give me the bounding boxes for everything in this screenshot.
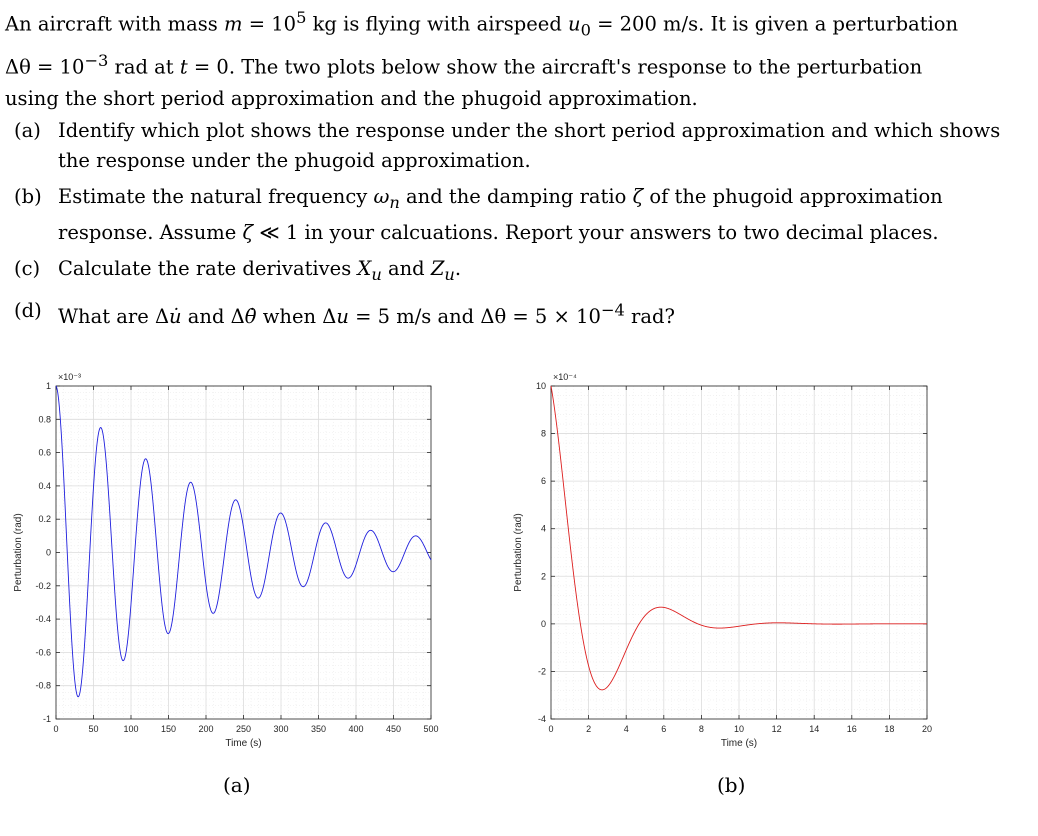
x-tick-label: 20 xyxy=(922,724,932,734)
axis-exponent-label: ×10⁻⁴ xyxy=(553,372,577,382)
x-tick-label: 400 xyxy=(348,724,363,734)
figure-a: 0 50 100 150 200 250 300 350 400 450 500 -1 -0.8 -0.6… xyxy=(0,362,450,762)
x-tick-label: 14 xyxy=(809,724,819,734)
x-tick-label: 450 xyxy=(386,724,401,734)
x-tick-label: 300 xyxy=(273,724,288,734)
y-tick-label: -4 xyxy=(538,714,546,724)
y-tick-label: -0.4 xyxy=(35,614,51,624)
x-tick-label: 10 xyxy=(734,724,744,734)
y-axis-label: Perturbation (rad) xyxy=(13,513,24,591)
y-tick-label: -0.8 xyxy=(35,681,51,691)
question-list: (a) Identify which plot shows the respon… xyxy=(14,116,1028,338)
x-tick-label: 350 xyxy=(311,724,326,734)
y-tick-label: 0.4 xyxy=(38,481,51,491)
question-label: (a) xyxy=(14,119,41,142)
intro-line-2: Δθ = 10−3 rad at t = 0. The two plots be… xyxy=(5,51,923,79)
y-tick-label: 0 xyxy=(46,548,51,558)
x-tick-label: 8 xyxy=(699,724,704,734)
x-tick-label: 0 xyxy=(548,724,553,734)
question-text: Identify which plot shows the response u… xyxy=(58,119,1001,172)
y-tick-label: 0.6 xyxy=(38,448,51,458)
y-tick-label: 0.8 xyxy=(38,414,51,424)
question-a: (a) Identify which plot shows the respon… xyxy=(14,116,1028,176)
x-tick-label: 500 xyxy=(423,724,438,734)
y-tick-label: -0.6 xyxy=(35,647,51,657)
series-line xyxy=(550,385,927,691)
y-tick-label: 4 xyxy=(541,524,546,534)
x-tick-label: 150 xyxy=(161,724,176,734)
x-tick-label: 18 xyxy=(884,724,894,734)
intro-line-3: using the short period approximation and… xyxy=(5,86,698,110)
y-tick-label: 6 xyxy=(541,476,546,486)
x-tick-label: 6 xyxy=(661,724,666,734)
x-tick-label: 16 xyxy=(847,724,857,734)
y-tick-label: -1 xyxy=(43,714,51,724)
y-tick-label: 8 xyxy=(541,429,546,439)
question-text: Calculate the rate derivatives Xu and Zu… xyxy=(58,256,462,284)
x-tick-label: 50 xyxy=(88,724,98,734)
question-text: What are Δu̇ and Δθ̇ when Δu = 5 m/s and… xyxy=(58,300,675,329)
problem-intro: An aircraft with mass m = 105 kg is flyi… xyxy=(5,2,1030,114)
x-axis-label: Time (s) xyxy=(721,738,757,749)
series-line xyxy=(55,385,432,698)
question-label: (b) xyxy=(14,185,42,208)
x-tick-label: 0 xyxy=(53,724,58,734)
y-tick-label: 2 xyxy=(541,571,546,581)
caption-b: (b) xyxy=(717,773,746,797)
x-tick-label: 200 xyxy=(198,724,213,734)
question-label: (d) xyxy=(14,298,42,322)
x-tick-label: 2 xyxy=(586,724,591,734)
question-d: (d) What are Δu̇ and Δθ̇ when Δu = 5 m/s… xyxy=(14,296,1028,333)
caption-a: (a) xyxy=(223,773,251,797)
y-tick-label: 10 xyxy=(536,381,546,391)
figure-b: 0 2 4 6 8 10 12 14 16 18 20 -4 -2 0 2 4 6 8 10 ×10⁻⁴ Time (s… xyxy=(500,362,950,762)
y-tick-label: 0.2 xyxy=(38,514,51,524)
intro-line-1: An aircraft with mass m = 105 kg is flyi… xyxy=(5,8,959,40)
x-tick-label: 100 xyxy=(123,724,138,734)
question-text: Estimate the natural frequency ωn and th… xyxy=(58,185,943,244)
question-c: (c) Calculate the rate derivatives Xu an… xyxy=(14,254,1028,290)
y-axis-label: Perturbation (rad) xyxy=(513,513,524,591)
chart-a-plot: 0 50 100 150 200 250 300 350 400 450 500 -1 -0.8 -0.6… xyxy=(13,372,439,749)
x-tick-label: 12 xyxy=(772,724,782,734)
y-tick-label: -0.2 xyxy=(35,581,51,591)
y-tick-label: 0 xyxy=(541,619,546,629)
chart-b-plot: 0 2 4 6 8 10 12 14 16 18 20 -4 -2 0 2 4 6 8 10 ×10⁻⁴ Time (s… xyxy=(513,372,932,749)
question-b: (b) Estimate the natural frequency ωn an… xyxy=(14,182,1028,248)
y-tick-label: 1 xyxy=(46,381,51,391)
y-tick-label: -2 xyxy=(538,666,546,676)
x-tick-label: 250 xyxy=(236,724,251,734)
question-label: (c) xyxy=(14,256,41,280)
x-tick-label: 4 xyxy=(624,724,629,734)
axis-exponent-label: ×10⁻³ xyxy=(58,372,81,382)
x-axis-label: Time (s) xyxy=(225,738,261,749)
